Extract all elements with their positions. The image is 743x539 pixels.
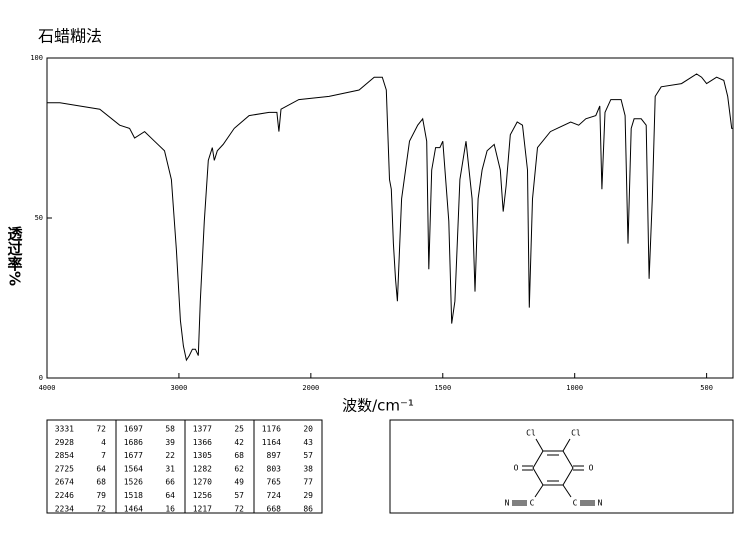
peak-wavenumber: 3331 xyxy=(55,425,74,434)
atom: Cl xyxy=(571,429,581,438)
atom: N xyxy=(505,499,510,508)
peak-transmittance: 62 xyxy=(234,464,244,473)
peak-wavenumber: 2246 xyxy=(55,491,74,500)
peak-wavenumber: 1464 xyxy=(124,504,143,513)
spectrum-line xyxy=(47,73,733,362)
peak-transmittance: 72 xyxy=(234,504,244,513)
peak-wavenumber: 2928 xyxy=(55,438,74,447)
peak-transmittance: 72 xyxy=(96,425,106,434)
peak-transmittance: 57 xyxy=(303,451,313,460)
peak-wavenumber: 1518 xyxy=(124,491,143,500)
peak-transmittance: 20 xyxy=(303,425,313,434)
peak-transmittance: 25 xyxy=(234,425,244,434)
peak-wavenumber: 724 xyxy=(267,491,282,500)
x-tick-label: 500 xyxy=(700,384,713,392)
atom: C xyxy=(530,499,535,508)
x-tick-label: 3000 xyxy=(170,384,187,392)
peak-transmittance: 29 xyxy=(303,491,313,500)
peak-wavenumber: 765 xyxy=(267,478,282,487)
peak-wavenumber: 1305 xyxy=(193,451,212,460)
peak-transmittance: 68 xyxy=(96,478,106,487)
peak-transmittance: 39 xyxy=(165,438,175,447)
peak-wavenumber: 1270 xyxy=(193,478,212,487)
peak-wavenumber: 803 xyxy=(267,464,282,473)
x-tick-label: 1000 xyxy=(566,384,583,392)
peak-transmittance: 64 xyxy=(96,464,106,473)
peak-wavenumber: 1366 xyxy=(193,438,212,447)
peak-wavenumber: 668 xyxy=(267,504,282,513)
peak-transmittance: 31 xyxy=(165,464,175,473)
y-tick-label: 100 xyxy=(30,54,43,62)
peak-transmittance: 86 xyxy=(303,504,313,513)
peak-wavenumber: 1526 xyxy=(124,478,143,487)
peak-transmittance: 4 xyxy=(101,438,106,447)
y-tick-label: 0 xyxy=(39,374,43,382)
y-tick-label: 50 xyxy=(35,214,43,222)
peak-wavenumber: 1686 xyxy=(124,438,143,447)
peak-wavenumber: 1217 xyxy=(193,504,212,513)
atom: O xyxy=(514,464,519,473)
y-axis-label: 透过率% xyxy=(6,226,24,286)
peak-transmittance: 64 xyxy=(165,491,175,500)
peak-wavenumber: 1697 xyxy=(124,425,143,434)
peak-wavenumber: 2725 xyxy=(55,464,74,473)
chart-title: 石蜡糊法 xyxy=(38,27,102,46)
peak-wavenumber: 2854 xyxy=(55,451,74,460)
table-dividers xyxy=(115,420,255,513)
peak-wavenumber: 1256 xyxy=(193,491,212,500)
x-axis-label: 波数/cm⁻¹ xyxy=(342,397,414,415)
peak-transmittance: 49 xyxy=(234,478,244,487)
peak-transmittance: 42 xyxy=(234,438,244,447)
peak-transmittance: 57 xyxy=(234,491,244,500)
peak-wavenumber: 897 xyxy=(267,451,282,460)
peak-wavenumber: 2234 xyxy=(55,504,74,513)
peak-wavenumber: 2674 xyxy=(55,478,74,487)
peak-transmittance: 16 xyxy=(165,504,175,513)
peak-transmittance: 66 xyxy=(165,478,175,487)
peak-wavenumber: 1564 xyxy=(124,464,143,473)
atom: Cl xyxy=(526,429,536,438)
peak-transmittance: 22 xyxy=(165,451,175,460)
peak-transmittance: 77 xyxy=(303,478,313,487)
peak-transmittance: 7 xyxy=(101,451,106,460)
peak-transmittance: 79 xyxy=(96,491,106,500)
peak-wavenumber: 1677 xyxy=(124,451,143,460)
structure-frame xyxy=(389,419,734,514)
peak-transmittance: 38 xyxy=(303,464,313,473)
peak-wavenumber: 1164 xyxy=(262,438,281,447)
peak-wavenumber: 1377 xyxy=(193,425,212,434)
peak-transmittance: 58 xyxy=(165,425,175,434)
plot-frame xyxy=(46,57,734,379)
peak-wavenumber: 1282 xyxy=(193,464,212,473)
peak-transmittance: 68 xyxy=(234,451,244,460)
peak-wavenumber: 1176 xyxy=(262,425,281,434)
molecule-bonds xyxy=(512,438,595,506)
x-tick-label: 4000 xyxy=(39,384,56,392)
atom: O xyxy=(589,464,594,473)
x-tick-label: 1500 xyxy=(434,384,451,392)
atom: C xyxy=(573,499,578,508)
peak-transmittance: 43 xyxy=(303,438,313,447)
x-tick-label: 2000 xyxy=(302,384,319,392)
atom: N xyxy=(598,499,603,508)
peak-transmittance: 72 xyxy=(96,504,106,513)
